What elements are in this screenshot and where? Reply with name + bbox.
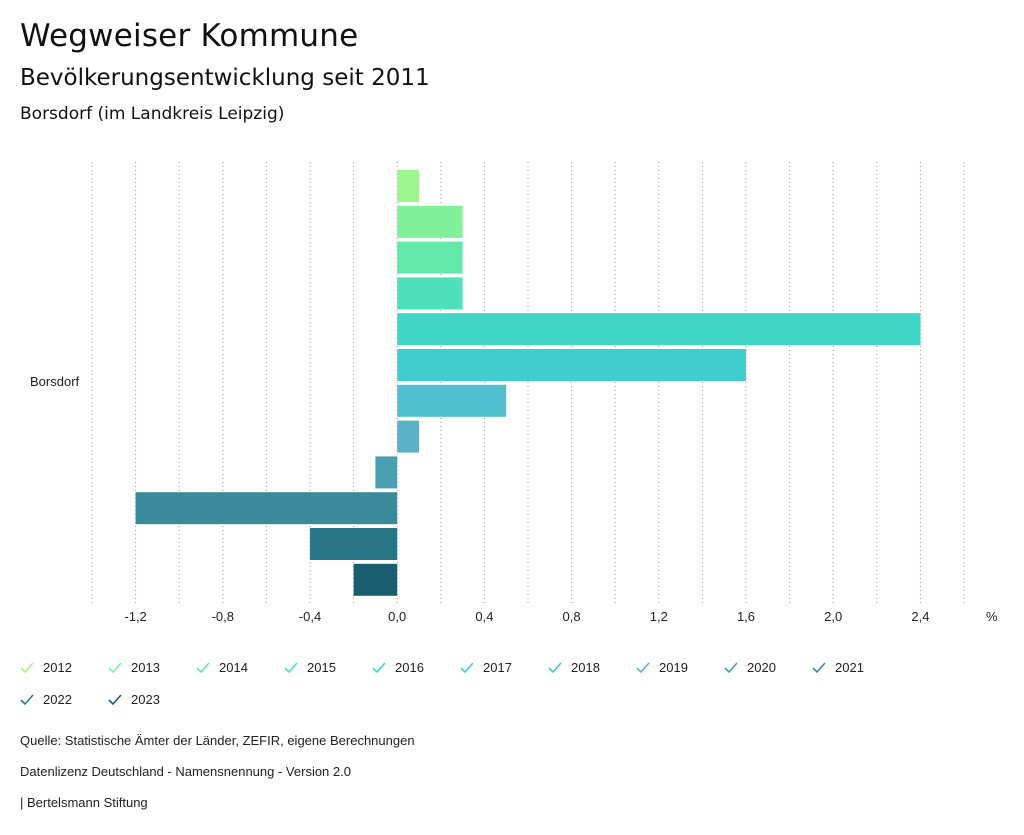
x-tick-label: -0,4 <box>299 609 321 624</box>
checkmark-icon <box>636 661 650 673</box>
legend-item-2014[interactable]: 2014 <box>196 660 248 675</box>
unit-label: % <box>986 609 998 624</box>
legend-label: 2023 <box>131 692 160 707</box>
legend-item-2022[interactable]: 2022 <box>20 692 72 707</box>
legend-label: 2012 <box>43 660 72 675</box>
bar-2019[interactable] <box>397 420 419 453</box>
grid-lines <box>91 162 965 604</box>
checkmark-icon <box>108 693 122 705</box>
page-title: Wegweiser Kommune <box>20 18 359 54</box>
bar-2023[interactable] <box>353 563 398 596</box>
x-tick-label: -0,8 <box>212 609 234 624</box>
checkmark-icon <box>724 661 738 673</box>
legend-label: 2016 <box>395 660 424 675</box>
legend-label: 2020 <box>747 660 776 675</box>
x-tick-label: 2,4 <box>911 609 929 624</box>
bar-2014[interactable] <box>397 241 463 274</box>
bar-chart: -1,2 -0,8 -0,4 0,0 0,4 0,8 1,2 1,6 2,0 2,4 Borsdo… <box>30 162 998 624</box>
checkmark-icon <box>460 661 474 673</box>
bar-2020[interactable] <box>375 456 398 489</box>
legend-item-2018[interactable]: 2018 <box>548 660 600 675</box>
bar-2015[interactable] <box>397 277 463 310</box>
license-note: Datenlizenz Deutschland - Namensnennung … <box>20 764 351 779</box>
x-axis-ticks: -1,2 -0,8 -0,4 0,0 0,4 0,8 1,2 1,6 2,0 2,4 <box>124 609 929 624</box>
bar-2016[interactable] <box>397 313 921 346</box>
legend-label: 2013 <box>131 660 160 675</box>
legend-label: 2021 <box>835 660 864 675</box>
x-tick-label: 1,2 <box>650 609 668 624</box>
bar-2022[interactable] <box>310 528 398 560</box>
category-label: Borsdorf <box>30 374 80 389</box>
x-tick-label: 0,4 <box>475 609 493 624</box>
legend-item-2013[interactable]: 2013 <box>108 660 160 675</box>
checkmark-icon <box>284 661 298 673</box>
legend-item-2015[interactable]: 2015 <box>284 660 336 675</box>
x-tick-label: 1,6 <box>737 609 755 624</box>
chart-subtitle: Bevölkerungsentwicklung seit 2011 <box>20 65 430 91</box>
legend-label: 2019 <box>659 660 688 675</box>
checkmark-icon <box>372 661 386 673</box>
x-tick-label: -1,2 <box>124 609 146 624</box>
x-tick-label: 0,8 <box>563 609 581 624</box>
legend-label: 2014 <box>219 660 248 675</box>
legend-item-2017[interactable]: 2017 <box>460 660 512 675</box>
region-label: Borsdorf (im Landkreis Leipzig) <box>20 104 285 124</box>
checkmark-icon <box>196 661 210 673</box>
legend-item-2023[interactable]: 2023 <box>108 692 160 707</box>
legend-label: 2015 <box>307 660 336 675</box>
checkmark-icon <box>20 693 34 705</box>
bar-2017[interactable] <box>397 349 746 381</box>
legend-item-2012[interactable]: 2012 <box>20 660 72 675</box>
checkmark-icon <box>548 661 562 673</box>
source-note: Quelle: Statistische Ämter der Länder, Z… <box>20 733 415 748</box>
legend-label: 2022 <box>43 692 72 707</box>
legend-item-2019[interactable]: 2019 <box>636 660 688 675</box>
bar-2021[interactable] <box>135 492 398 525</box>
legend-item-2021[interactable]: 2021 <box>812 660 864 675</box>
publisher-note: | Bertelsmann Stiftung <box>20 795 148 810</box>
bar-2013[interactable] <box>397 205 463 238</box>
legend-item-2016[interactable]: 2016 <box>372 660 424 675</box>
bars <box>135 170 921 596</box>
legend-label: 2017 <box>483 660 512 675</box>
bar-2012[interactable] <box>397 170 419 202</box>
checkmark-icon <box>812 661 826 673</box>
bar-2018[interactable] <box>397 384 507 417</box>
x-tick-label: 2,0 <box>824 609 842 624</box>
legend-item-2020[interactable]: 2020 <box>724 660 776 675</box>
legend-label: 2018 <box>571 660 600 675</box>
checkmark-icon <box>20 661 34 673</box>
checkmark-icon <box>108 661 122 673</box>
x-tick-label: 0,0 <box>388 609 406 624</box>
